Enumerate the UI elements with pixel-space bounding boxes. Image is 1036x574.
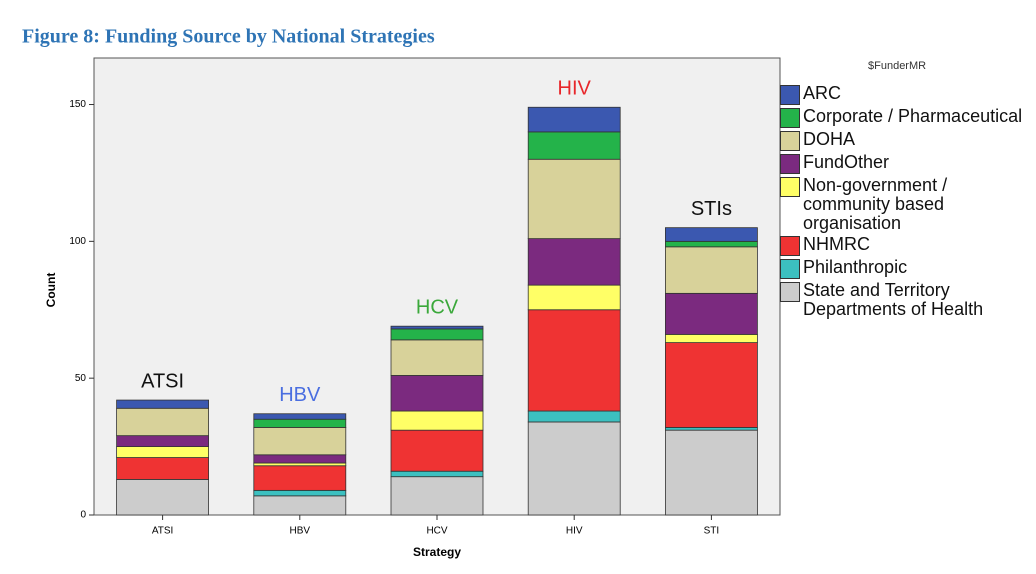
legend: $FunderMR ARC Corporate / Pharmaceutical D…: [780, 60, 1030, 321]
legend-item: FundOther: [780, 153, 1030, 174]
bar-segment: [665, 429, 758, 516]
bar-segment: [116, 407, 209, 437]
bar-segment: [253, 462, 347, 467]
bar-segment: [665, 240, 758, 248]
bar-segment: [116, 446, 209, 458]
bar-segment: [390, 470, 484, 478]
legend-item: NHMRC: [780, 235, 1030, 256]
x-tick-label: HIV: [566, 526, 583, 537]
bar-segment: [390, 328, 484, 341]
bar-segment: [116, 479, 209, 516]
bar-segment: [527, 284, 621, 311]
bar-segment: [527, 421, 621, 516]
bar-segment: [665, 427, 758, 431]
legend-label: Corporate / Pharmaceutical: [803, 106, 1023, 126]
y-tick-label: 0: [80, 510, 86, 521]
legend-swatch: [780, 131, 800, 151]
bar-annotation: HCV: [416, 296, 459, 318]
bar-segment: [527, 106, 621, 133]
x-tick-label: ATSI: [152, 526, 173, 537]
bar-segment: [116, 457, 209, 480]
bar-annotation: HIV: [558, 78, 592, 100]
legend-title: $FunderMR: [868, 60, 927, 72]
legend-item: Non-government / community based organis…: [780, 176, 1030, 233]
bar-segment: [390, 339, 484, 376]
y-tick-label: 150: [69, 99, 86, 110]
bar-segment: [253, 489, 347, 497]
legend-swatch: [780, 108, 800, 128]
legend-label: Non-government / community based organis…: [803, 175, 948, 233]
legend-item: Philanthropic: [780, 258, 1030, 279]
bar-segment: [527, 238, 621, 286]
bar-segment: [253, 454, 347, 464]
bar-segment: [527, 158, 621, 240]
y-tick-label: 100: [69, 236, 86, 247]
legend-label: State and Territory Departments of Healt…: [803, 280, 984, 319]
x-tick-label: HBV: [290, 526, 311, 537]
legend-item: State and Territory Departments of Healt…: [780, 281, 1030, 319]
legend-label: DOHA: [803, 129, 856, 149]
legend-swatch: [780, 282, 800, 302]
x-tick-label: HCV: [426, 526, 447, 537]
legend-swatch: [780, 154, 800, 174]
legend-swatch: [780, 85, 800, 105]
bar-segment: [253, 495, 347, 516]
bar-segment: [665, 342, 758, 428]
bar-segment: [253, 465, 347, 491]
bar-segment: [253, 413, 347, 420]
bar-segment: [390, 325, 484, 330]
bar-annotation: ATSI: [141, 370, 184, 392]
legend-swatch: [780, 236, 800, 256]
x-axis-label: Strategy: [413, 545, 461, 559]
legend-label: Philanthropic: [803, 257, 908, 277]
bar-segment: [665, 227, 758, 242]
legend-label: NHMRC: [803, 234, 870, 254]
legend-label: ARC: [803, 83, 842, 103]
bar-segment: [390, 476, 484, 516]
bar-segment: [390, 429, 484, 472]
bar-segment: [527, 131, 621, 160]
bar-segment: [253, 427, 347, 456]
legend-item: ARC: [780, 84, 1030, 105]
bar-segment: [665, 246, 758, 294]
bar-segment: [116, 435, 209, 447]
bar-segment: [390, 410, 484, 431]
bar-segment: [527, 410, 621, 423]
legend-item: DOHA: [780, 130, 1030, 151]
y-axis-label: Count: [44, 273, 58, 308]
bar-segment: [665, 292, 758, 335]
bar-annotation: HBV: [279, 384, 321, 406]
bar-segment: [527, 309, 621, 412]
bar-segment: [665, 333, 758, 343]
bar-segment: [116, 399, 209, 409]
legend-label: FundOther: [803, 152, 890, 172]
bar-segment: [390, 375, 484, 412]
legend-item: Corporate / Pharmaceutical: [780, 107, 1030, 128]
y-tick-label: 50: [75, 373, 87, 384]
chart-title: Figure 8: Funding Source by National Str…: [22, 26, 435, 48]
legend-swatch: [780, 177, 800, 197]
bar-annotation: STIs: [691, 198, 732, 220]
legend-swatch: [780, 259, 800, 279]
bar-segment: [253, 418, 347, 428]
x-tick-label: STI: [704, 526, 720, 537]
